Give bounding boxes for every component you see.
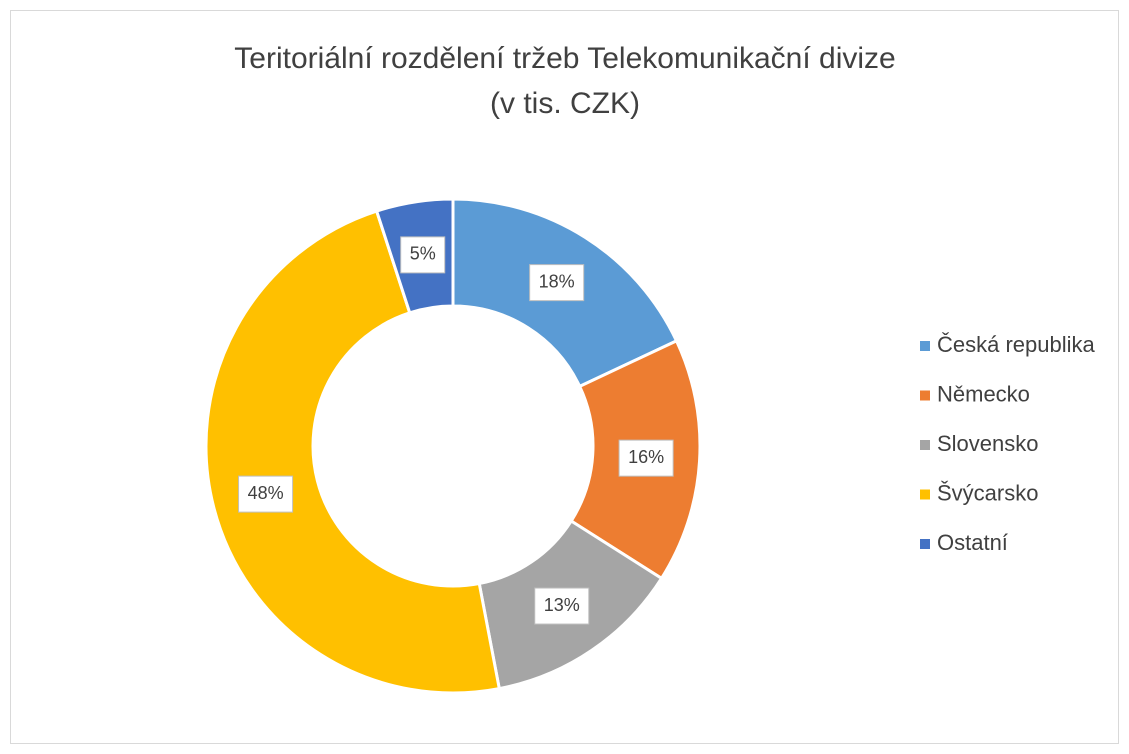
slice	[204, 209, 502, 695]
legend-swatch	[920, 539, 930, 549]
chart-title: (v tis. CZK)	[490, 87, 640, 120]
legend-label: Německo	[937, 381, 1030, 406]
data-label-box	[534, 587, 590, 625]
data-label: 5%	[410, 244, 436, 264]
data-label: 13%	[544, 595, 580, 615]
legend-label: Švýcarsko	[937, 480, 1038, 505]
data-label: 16%	[628, 447, 664, 467]
legend-label: Česká republika	[937, 332, 1096, 357]
legend-swatch	[920, 341, 930, 351]
legend-label: Slovensko	[937, 431, 1039, 456]
legend-swatch	[920, 390, 930, 401]
data-label: 18%	[539, 271, 575, 291]
data-label-box	[400, 236, 446, 274]
legend-swatch	[920, 440, 930, 450]
data-label-box	[529, 264, 585, 302]
data-label-box	[238, 475, 294, 513]
data-label: 48%	[248, 483, 284, 503]
chart-title: Teritoriální rozdělení tržeb Telekomunik…	[234, 42, 895, 75]
data-label-box	[618, 439, 674, 477]
legend-label: Ostatní	[937, 530, 1008, 555]
legend-swatch	[920, 489, 930, 500]
